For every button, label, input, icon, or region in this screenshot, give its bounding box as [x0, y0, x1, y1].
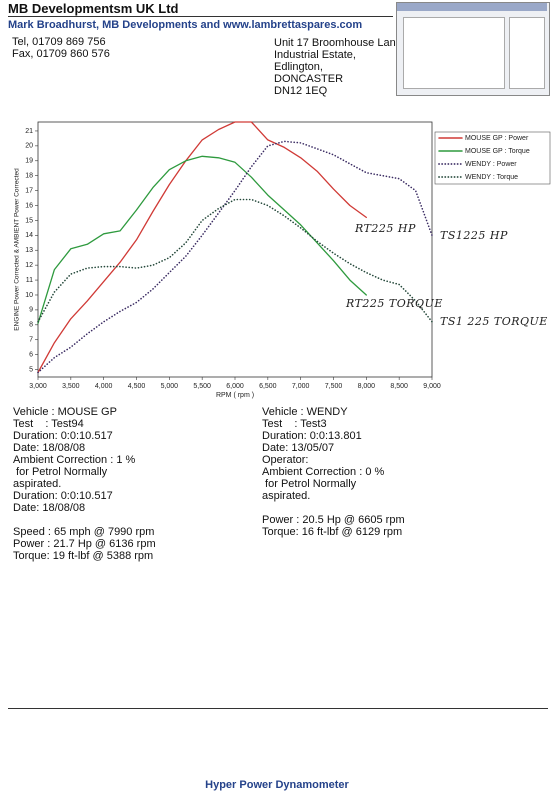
contact-line: Tel, 01709 869 756: [12, 36, 106, 48]
vehicle-line: for Petrol Normally: [262, 478, 357, 490]
series-line: [37, 198, 433, 323]
address-line: Unit 17 Broomhouse Lane: [274, 37, 402, 49]
y-tick-label: 16: [25, 202, 33, 209]
vehicle-line: Vehicle : MOUSE GP: [13, 406, 117, 418]
y-tick-label: 5: [29, 366, 33, 373]
address-line: Industrial Estate,: [274, 49, 356, 61]
vehicle-line: Test : Test3: [262, 418, 327, 430]
vehicle-line: Operator:: [262, 454, 309, 466]
vehicle-line: Power : 20.5 Hp @ 6605 rpm: [262, 514, 405, 526]
handwritten-annotation: RT225 TORQUE: [345, 297, 443, 310]
y-tick-label: 11: [26, 277, 33, 284]
vehicle-line: Date: 13/05/07: [262, 442, 335, 454]
x-tick-label: 3,000: [29, 383, 47, 390]
vehicle-line: Torque: 19 ft-lbf @ 5388 rpm: [13, 550, 154, 562]
x-axis-label: RPM ( rpm ): [216, 392, 254, 399]
vehicle-block: Vehicle : MOUSE GP Test : Test94 Duration:…: [13, 406, 156, 562]
vehicle-line: Ambient Correction : 1 %: [13, 454, 136, 466]
y-tick-label: 10: [25, 292, 33, 299]
legend-label: WENDY : Power: [465, 161, 517, 168]
vehicle-line: Duration: 0:0:13.801: [262, 430, 362, 442]
footer-rule: [8, 708, 548, 709]
x-tick-label: 6,500: [259, 383, 277, 390]
dyno-chart: 5 6 7 8 9 10 11 12 13 14 15 16 17 18 19 20 21 3,000 3,500 4…: [14, 121, 551, 399]
y-axis-label: ENGINE Power Corrected & AMBIENT Power C…: [14, 168, 21, 331]
vehicle-block: Vehicle : WENDY Test : Test3 Duration: 0:0…: [262, 406, 405, 538]
x-tick-label: 5,500: [193, 383, 211, 390]
y-tick-label: 19: [25, 158, 33, 165]
vehicle-line: Duration: 0:0:10.517: [13, 430, 113, 442]
x-tick-label: 8,500: [390, 383, 408, 390]
vehicle-line: Vehicle : WENDY: [262, 406, 348, 418]
company-subtitle: Mark Broadhurst, MB Developments and www…: [8, 19, 363, 31]
y-tick-label: 21: [25, 128, 33, 135]
plot-frame: [37, 121, 433, 378]
address-line: Edlington,: [274, 61, 323, 73]
vehicle-line: aspirated.: [262, 490, 311, 502]
footer: Hyper Power Dynamometer: [205, 779, 349, 791]
address-block: Unit 17 Broomhouse Lane Industrial Estat…: [274, 37, 402, 97]
y-tick-label: 9: [29, 307, 33, 314]
vehicle-line: Test : Test94: [13, 418, 84, 430]
y-tick-label: 8: [29, 322, 33, 329]
vehicle-line: Date: 18/08/08: [13, 502, 86, 514]
x-tick-label: 5,000: [161, 383, 179, 390]
x-tick-label: 3,500: [62, 383, 80, 390]
y-tick-label: 6: [29, 351, 33, 358]
series-line: [37, 155, 367, 324]
series-line: [37, 140, 433, 374]
thumbnail: [396, 2, 550, 96]
y-tick-label: 18: [25, 173, 33, 180]
legend-label: MOUSE GP : Torque: [465, 148, 530, 155]
legend-label: MOUSE GP : Power: [465, 135, 529, 142]
x-tick-label: 4,500: [128, 383, 146, 390]
y-tick-label: 14: [25, 232, 33, 239]
vehicle-line: Ambient Correction : 0 %: [262, 466, 385, 478]
vehicle-line: Date: 18/08/08: [13, 442, 86, 454]
x-tick-label: 4,000: [95, 383, 113, 390]
legend-label: WENDY : Torque: [465, 174, 518, 181]
series-line: [37, 121, 367, 374]
vehicle-line: aspirated.: [13, 478, 62, 490]
address-line: DONCASTER: [274, 73, 344, 85]
legend-box: [434, 131, 551, 185]
y-tick-label: 13: [25, 247, 33, 254]
y-tick-label: 20: [25, 143, 33, 150]
x-tick-label: 6,000: [226, 383, 244, 390]
x-tick-label: 7,000: [292, 383, 310, 390]
vehicle-line: Duration: 0:0:10.517: [13, 490, 113, 502]
vehicle-line: for Petrol Normally: [13, 466, 108, 478]
contact-line: Fax, 01709 860 576: [12, 48, 110, 60]
title-rule: [8, 16, 393, 17]
handwritten-annotation: RT225 HP: [354, 222, 416, 235]
vehicle-summary: Power : 20.5 Hp @ 6605 rpm Torque: 16 ft-…: [262, 514, 405, 538]
y-tick-label: 12: [25, 262, 33, 269]
y-tick-label: 15: [25, 217, 33, 224]
y-tick-label: 17: [25, 187, 33, 194]
contact-block: Tel, 01709 869 756 Fax, 01709 860 576: [12, 36, 110, 60]
vehicle-line: Power : 21.7 Hp @ 6136 rpm: [13, 538, 156, 550]
address-line: DN12 1EQ: [274, 85, 328, 97]
vehicle-line: Torque: 16 ft-lbf @ 6129 rpm: [262, 526, 403, 538]
y-tick-label: 7: [29, 337, 33, 344]
vehicle-summary: Speed : 65 mph @ 7990 rpm Power : 21.7 Hp…: [13, 526, 156, 562]
handwritten-annotation: TS1 225 TORQUE: [440, 315, 548, 328]
vehicle-line: Speed : 65 mph @ 7990 rpm: [13, 526, 155, 538]
x-tick-label: 9,000: [423, 383, 441, 390]
company-title: MB Developmentsm UK Ltd: [8, 1, 179, 16]
handwritten-annotation: TS1225 HP: [440, 229, 508, 242]
x-tick-label: 7,500: [325, 383, 343, 390]
x-tick-label: 8,000: [358, 383, 376, 390]
